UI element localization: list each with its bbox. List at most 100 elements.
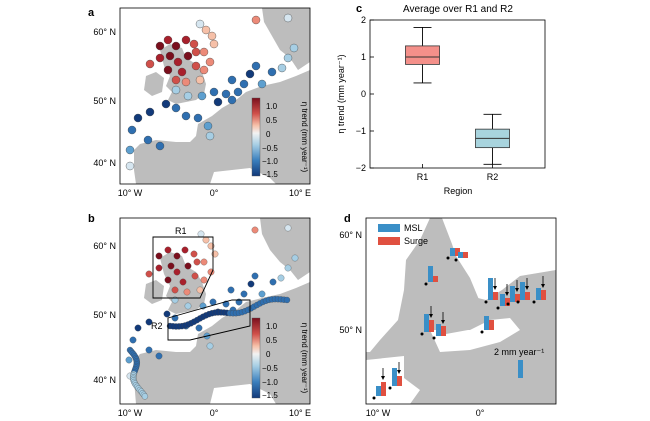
trend-dot (195, 19, 205, 29)
trend-dot (195, 324, 203, 332)
trend-arrowhead (525, 286, 529, 290)
lon-tick-0: 0° (210, 408, 219, 418)
trend-dot (163, 35, 173, 45)
trend-arrowhead (381, 376, 385, 380)
trend-dot (267, 67, 277, 77)
trend-arrowhead (429, 314, 433, 318)
trend-dot (190, 250, 198, 258)
trend-dot (200, 276, 208, 284)
trend-arrowhead (493, 286, 497, 290)
trend-dot (155, 141, 165, 151)
msl-bar (520, 282, 525, 300)
trend-dot (283, 13, 293, 23)
y-tick-label: −1 (356, 126, 366, 136)
msl-bar (450, 248, 455, 256)
panel-b: b R1 R2 60° N 50° N 40° N 10° W 0° 10° E… (88, 213, 311, 418)
msl-bar (536, 288, 541, 300)
landmass-continent (134, 282, 310, 404)
box-r1 (405, 45, 440, 65)
legend-surge-label: Surge (404, 236, 428, 246)
trend-arrowhead (441, 320, 445, 324)
trend-dot (195, 75, 205, 85)
trend-dot (184, 262, 192, 270)
trend-dot (177, 67, 187, 77)
region-r1-box (152, 236, 214, 299)
y-tick-label: 0 (361, 89, 366, 99)
trend-dot (143, 135, 153, 145)
trend-dot (247, 280, 255, 288)
trend-dot (283, 296, 291, 304)
station-bars (372, 248, 546, 400)
surge-bar (433, 276, 438, 282)
trend-dot (191, 61, 201, 71)
cbar-a-tick: 0 (266, 130, 271, 139)
trend-dot (129, 336, 137, 344)
trend-dot (164, 276, 172, 284)
trend-dot (213, 97, 223, 107)
trend-dot (161, 99, 171, 109)
trend-dot (163, 65, 173, 75)
trend-dot (141, 393, 149, 400)
surge-bar (493, 292, 498, 300)
trend-dots-a (125, 13, 299, 171)
trend-dot (171, 85, 181, 95)
lon-tick-0: 0° (210, 188, 219, 198)
panel-d-map (366, 218, 556, 404)
landmass-scandinavia (262, 8, 310, 70)
cbar-a-tick: −0.5 (262, 144, 278, 153)
panel-c: c Average over R1 and R2 2 1 0 −1 −2 R1 R2 Re… (336, 3, 546, 196)
station-marker (388, 386, 392, 390)
legend: MSL Surge (378, 223, 428, 246)
trend-dot (207, 31, 217, 41)
trend-dot (258, 290, 266, 298)
trend-dot (171, 75, 181, 85)
trend-dot (289, 43, 299, 53)
trend-dot (173, 57, 183, 67)
trend-dot (277, 274, 285, 282)
trend-dot (145, 270, 153, 278)
cbar-a-tick: 0.5 (266, 116, 278, 125)
y-axis: 2 1 0 −1 −2 (356, 15, 374, 173)
cbar-a-tick: 1.0 (266, 102, 278, 111)
panel-d-label: d (344, 213, 351, 225)
lat-tick-50: 50° N (93, 96, 116, 106)
station-marker (454, 258, 458, 262)
lat-tick-50: 50° N (339, 325, 362, 335)
plot-area (369, 19, 546, 169)
trend-dot (145, 107, 155, 117)
trend-dot (251, 15, 261, 25)
trend-dot (165, 51, 175, 61)
trend-dot (197, 91, 207, 101)
trend-dot (191, 47, 201, 57)
lat-tick-50: 50° N (93, 310, 116, 320)
msl-bar (424, 314, 429, 332)
trend-dot (203, 121, 213, 131)
surge-bar (381, 382, 386, 396)
surge-bar (397, 376, 402, 386)
trend-dot (164, 246, 172, 254)
trend-dots-b (125, 224, 299, 400)
trend-dot (269, 278, 277, 286)
trend-dot (284, 264, 292, 272)
region-r2-label: R2 (151, 321, 163, 331)
surge-bar (525, 292, 530, 300)
panel-b-label: b (88, 213, 95, 225)
trend-dot (193, 258, 201, 266)
trend-dot (199, 65, 209, 75)
scale-bar (518, 360, 523, 378)
trend-arrowhead (505, 292, 509, 296)
trend-dot (251, 226, 259, 234)
region-r1-label: R1 (175, 226, 187, 236)
y-axis-label: η trend (mm year⁻¹) (336, 54, 346, 133)
cbar-b-tick: −1.0 (262, 378, 278, 387)
lon-tick-10w: 10° W (118, 408, 143, 418)
trend-dot (145, 346, 153, 354)
trend-dot (181, 111, 191, 121)
chart-title: Average over R1 and R2 (403, 4, 513, 15)
cbar-a-title: η trend (mm year⁻¹) (300, 102, 309, 173)
lon-tick-0: 0° (476, 408, 485, 418)
trend-dot (179, 278, 187, 286)
trend-dot (181, 246, 189, 254)
lat-tick-60: 60° N (339, 230, 362, 240)
lon-tick-10w: 10° W (366, 408, 391, 418)
